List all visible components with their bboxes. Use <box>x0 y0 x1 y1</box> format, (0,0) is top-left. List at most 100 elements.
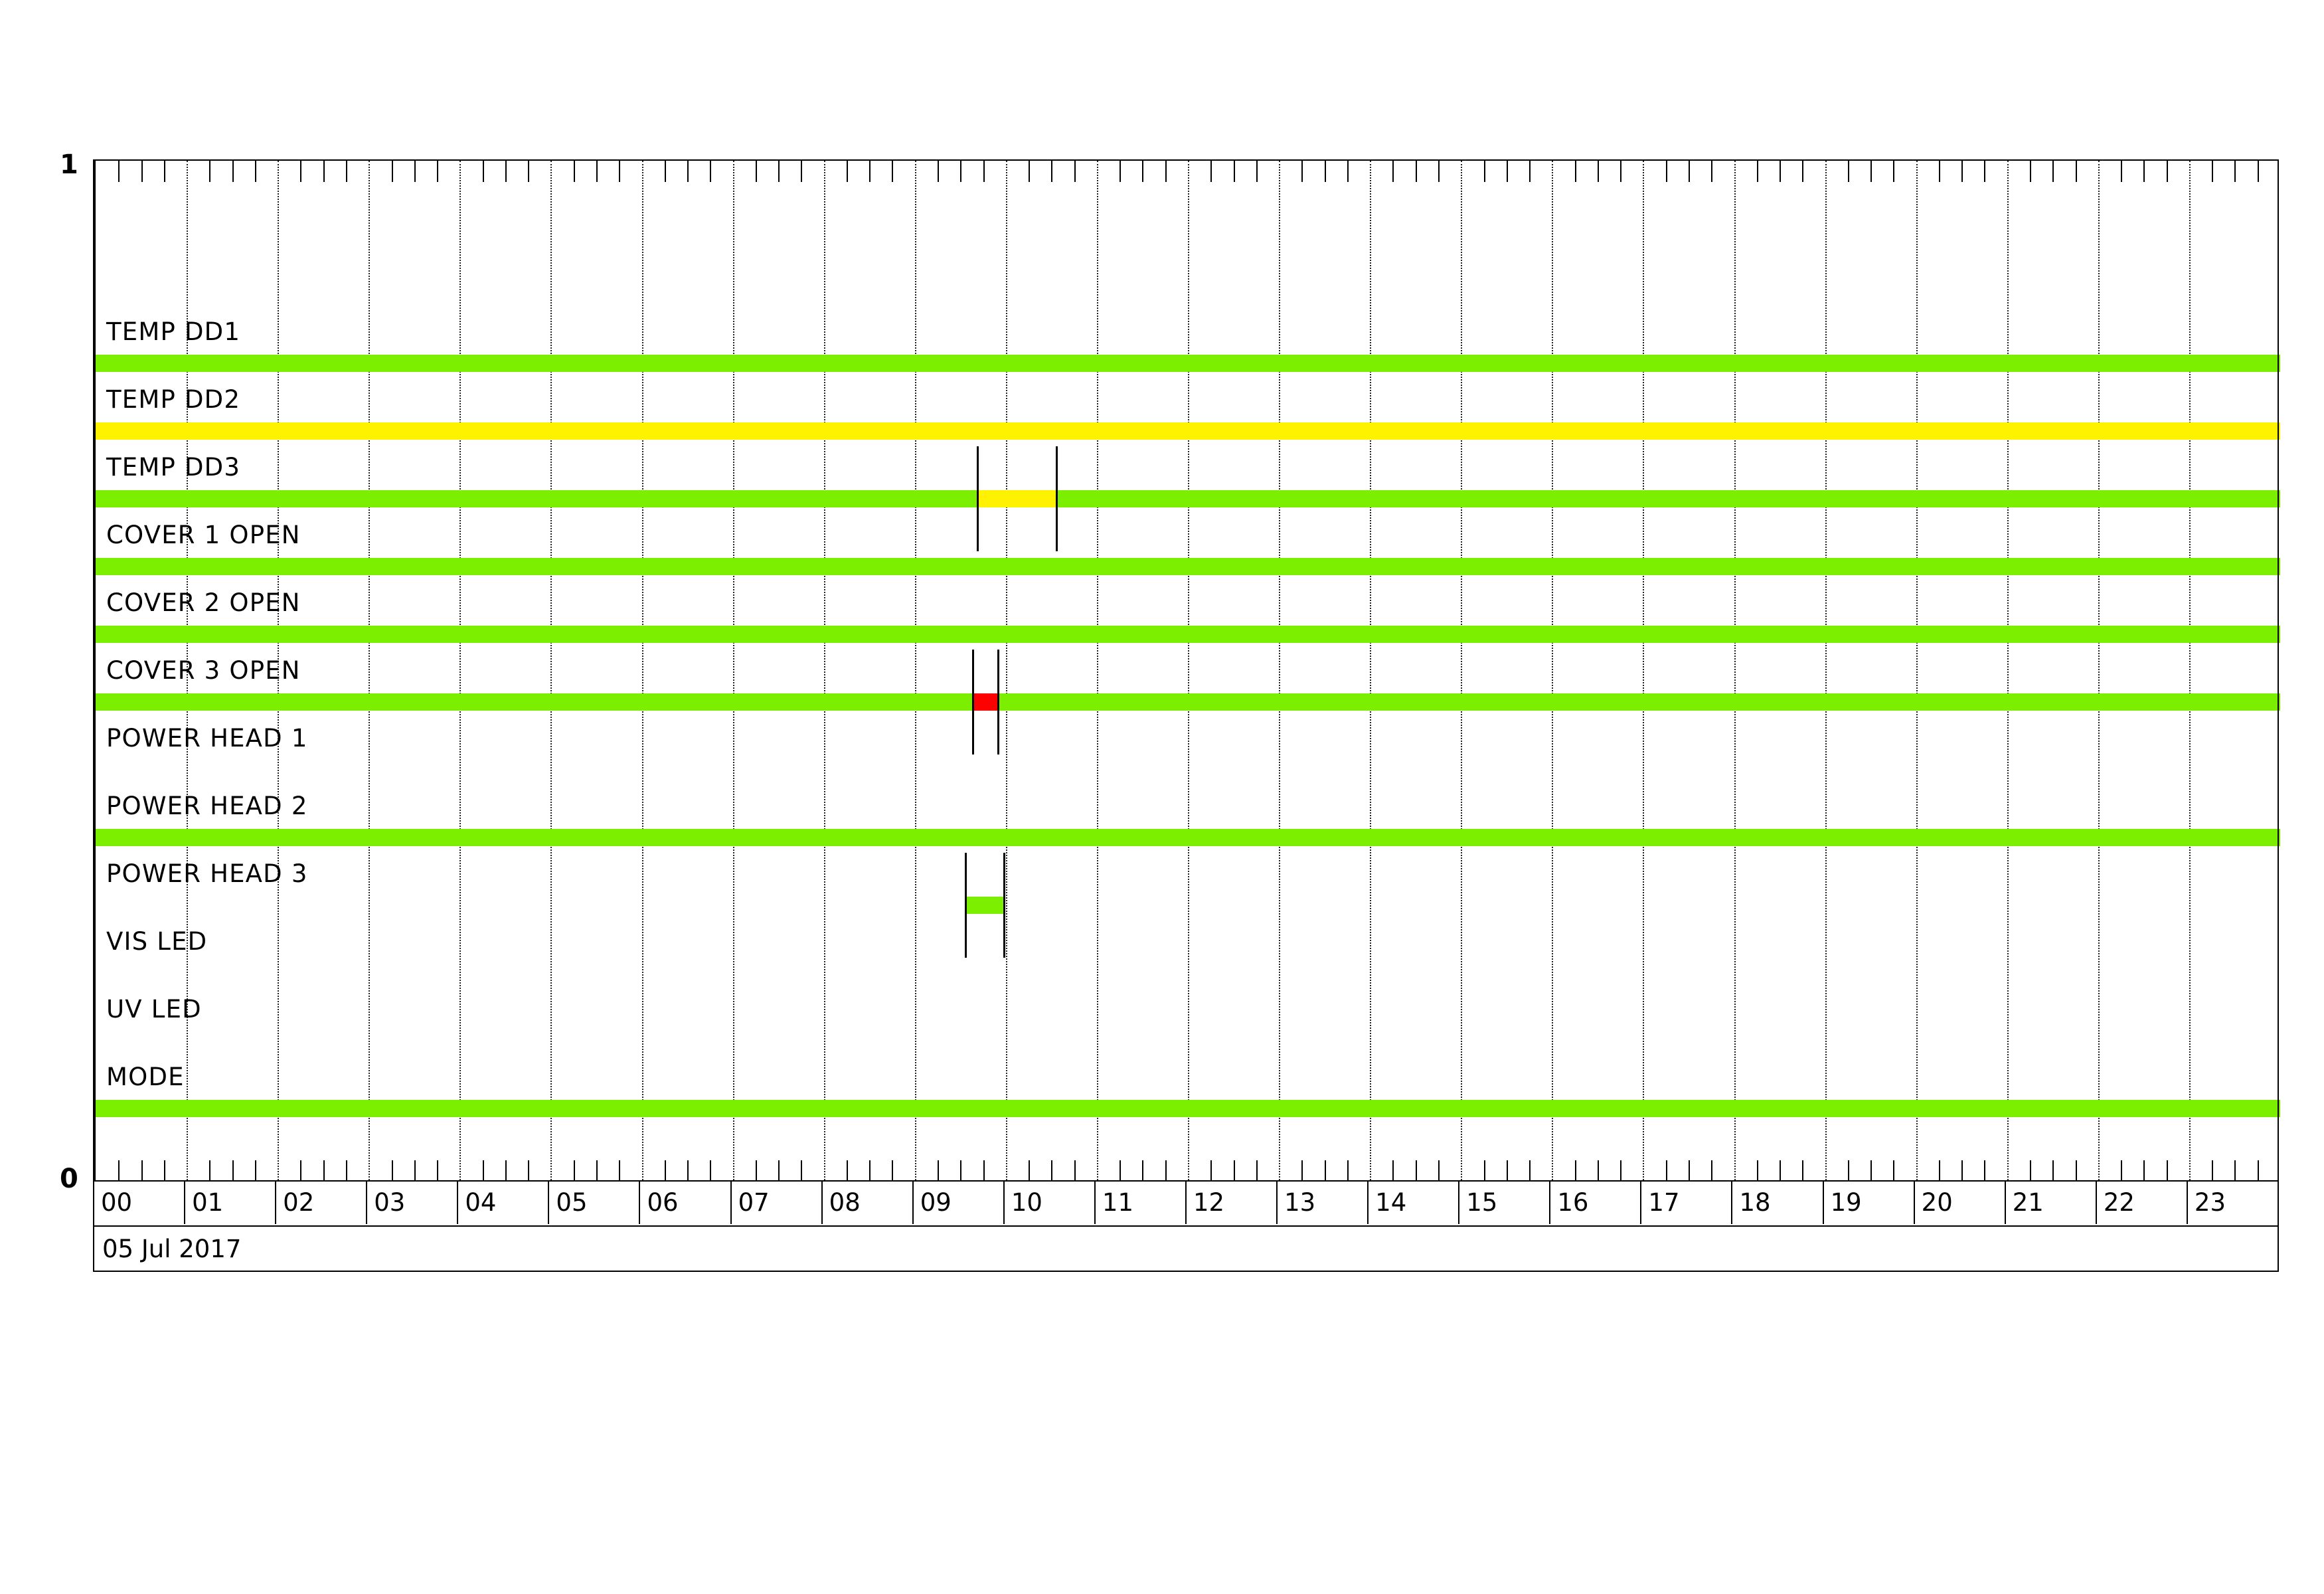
minor-tick-bottom <box>1483 1160 1485 1182</box>
hour-gridline <box>1825 161 1827 1183</box>
status-segment-ok[interactable] <box>96 355 2280 372</box>
row-stub-mark <box>93 652 96 693</box>
status-bar-track[interactable] <box>93 1032 2280 1049</box>
minor-tick-bottom <box>2030 1160 2032 1182</box>
minor-tick-top <box>209 161 211 182</box>
hour-cell-17[interactable]: 17 <box>1641 1182 1733 1224</box>
status-segment-ok[interactable] <box>965 897 1003 914</box>
hour-cell-12[interactable]: 12 <box>1187 1182 1278 1224</box>
minor-tick-top <box>1392 161 1394 182</box>
minor-tick-top <box>1961 161 1963 182</box>
status-segment-ok[interactable] <box>1056 490 2280 507</box>
minor-tick-top <box>345 161 347 182</box>
row-label-power-head-3: POWER HEAD 3 <box>106 859 308 888</box>
minor-tick-bottom <box>1961 1160 1963 1182</box>
minor-tick-bottom <box>2212 1160 2214 1182</box>
status-bar-track[interactable] <box>93 829 2280 846</box>
status-segment-ok[interactable] <box>96 1100 2280 1117</box>
hour-cell-label: 23 <box>2194 1188 2226 1217</box>
status-segment-warn[interactable] <box>96 422 2280 440</box>
hour-cell-label: 00 <box>101 1188 133 1217</box>
status-bar-track[interactable] <box>93 761 2280 778</box>
minor-tick-top <box>2030 161 2032 182</box>
hour-cell-22[interactable]: 22 <box>2097 1182 2188 1224</box>
status-bar-track[interactable] <box>93 693 2280 711</box>
status-bar-track[interactable] <box>93 1100 2280 1117</box>
status-segment-ok[interactable] <box>96 626 2280 643</box>
row-label-power-head-1: POWER HEAD 1 <box>106 724 308 753</box>
hour-cell-10[interactable]: 10 <box>1005 1182 1096 1224</box>
hour-cell-label: 14 <box>1375 1188 1407 1217</box>
hour-cell-00[interactable]: 00 <box>94 1182 186 1224</box>
status-bar-track[interactable] <box>93 964 2280 982</box>
row-stub-mark <box>93 381 96 422</box>
hour-cell-08[interactable]: 08 <box>823 1182 914 1224</box>
minor-tick-bottom <box>960 1160 962 1182</box>
minor-tick-bottom <box>1688 1160 1690 1182</box>
hour-cell-18[interactable]: 18 <box>1733 1182 1824 1224</box>
row-stub-mark <box>93 313 96 355</box>
status-segment-ok[interactable] <box>96 693 973 711</box>
hour-cell-06[interactable]: 06 <box>641 1182 732 1224</box>
hour-cell-label: 13 <box>1284 1188 1316 1217</box>
status-segment-ok[interactable] <box>997 693 2280 711</box>
row-label-temp-dd2: TEMP DD2 <box>106 385 241 414</box>
status-segment-ok[interactable] <box>96 558 2280 575</box>
hour-cell-19[interactable]: 19 <box>1824 1182 1915 1224</box>
hour-cell-04[interactable]: 04 <box>458 1182 550 1224</box>
minor-tick-bottom <box>1711 1160 1713 1182</box>
hour-cell-21[interactable]: 21 <box>2006 1182 2097 1224</box>
hour-gridline <box>187 161 189 1183</box>
hour-cell-03[interactable]: 03 <box>367 1182 459 1224</box>
hour-gridline <box>914 161 916 1183</box>
status-bar-track[interactable] <box>93 897 2280 914</box>
row-stub-mark <box>93 517 96 558</box>
hour-cell-11[interactable]: 11 <box>1096 1182 1187 1224</box>
minor-tick-top <box>778 161 780 182</box>
status-bar-track[interactable] <box>93 355 2280 372</box>
event-marker-line <box>1056 446 1058 551</box>
hour-cell-label: 01 <box>192 1188 224 1217</box>
minor-tick-top <box>1506 161 1508 182</box>
hour-cell-14[interactable]: 14 <box>1369 1182 1460 1224</box>
hour-cell-label: 10 <box>1011 1188 1042 1217</box>
row-stub-mark <box>93 449 96 490</box>
status-segment-alarm[interactable] <box>972 693 998 711</box>
hour-cell-label: 19 <box>1830 1188 1862 1217</box>
row-stub-mark <box>93 855 96 897</box>
minor-tick-top <box>118 161 120 182</box>
minor-tick-bottom <box>232 1160 234 1182</box>
status-bar-track[interactable] <box>93 422 2280 440</box>
date-strip: 05 Jul 2017 <box>93 1227 2279 1272</box>
hour-cell-13[interactable]: 13 <box>1278 1182 1369 1224</box>
minor-tick-top <box>1438 161 1440 182</box>
row-label-cover-1-open: COVER 1 OPEN <box>106 521 301 549</box>
hour-gridline <box>459 161 461 1183</box>
minor-tick-bottom <box>664 1160 666 1182</box>
hour-cell-09[interactable]: 09 <box>914 1182 1005 1224</box>
hour-cell-23[interactable]: 23 <box>2188 1182 2279 1224</box>
hour-cell-01[interactable]: 01 <box>185 1182 277 1224</box>
minor-tick-top <box>1483 161 1485 182</box>
status-segment-ok[interactable] <box>96 490 977 507</box>
hour-cell-05[interactable]: 05 <box>549 1182 641 1224</box>
hour-cell-02[interactable]: 02 <box>276 1182 368 1224</box>
status-bar-track[interactable] <box>93 490 2280 507</box>
hour-cell-16[interactable]: 16 <box>1550 1182 1642 1224</box>
hour-gridline <box>2098 161 2100 1183</box>
y-axis-min-label: 0 <box>60 1164 78 1194</box>
status-segment-ok[interactable] <box>96 829 2280 846</box>
hour-cell-15[interactable]: 15 <box>1459 1182 1551 1224</box>
minor-tick-top <box>1301 161 1303 182</box>
hour-cell-20[interactable]: 20 <box>1915 1182 2006 1224</box>
minor-tick-top <box>1165 161 1167 182</box>
row-label-mode: MODE <box>106 1063 185 1091</box>
minor-tick-bottom <box>1120 1160 1121 1182</box>
hour-cell-07[interactable]: 07 <box>732 1182 823 1224</box>
minor-tick-top <box>482 161 484 182</box>
status-segment-warn[interactable] <box>976 490 1056 507</box>
status-bar-track[interactable] <box>93 558 2280 575</box>
minor-tick-top <box>2143 161 2145 182</box>
status-bar-track[interactable] <box>93 626 2280 643</box>
hour-gridline <box>1552 161 1554 1183</box>
